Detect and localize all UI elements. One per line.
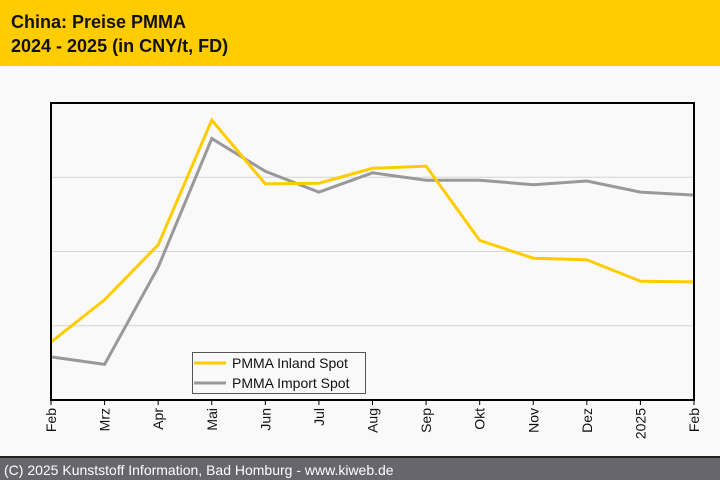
x-tick-label: Feb bbox=[686, 408, 702, 432]
series-line-inland bbox=[50, 117, 695, 344]
series-line-import bbox=[50, 136, 695, 367]
legend: PMMA Inland Spot PMMA Import Spot bbox=[192, 352, 366, 394]
chart-subtitle: 2024 - 2025 (in CNY/t, FD) bbox=[11, 36, 229, 56]
x-tick-label: Dez bbox=[579, 408, 595, 433]
line-chart: Feb Mrz Apr Mai Jun Jul Aug Sep Okt Nov Dez 2025 Feb… bbox=[43, 102, 702, 439]
chart-header: China: Preise PMMA 2024 - 2025 (in CNY/t… bbox=[0, 0, 720, 66]
x-tick-label: Sep bbox=[418, 408, 434, 433]
x-tick-label: Apr bbox=[150, 408, 166, 430]
gridlines bbox=[51, 176, 694, 327]
x-tick-label: Mrz bbox=[97, 408, 113, 431]
x-tick-label: Mai bbox=[204, 408, 220, 431]
legend-label-import: PMMA Import Spot bbox=[232, 375, 350, 391]
x-tick-label: Jul bbox=[311, 408, 327, 426]
x-tick-label: Aug bbox=[365, 408, 381, 433]
x-tick-label: Okt bbox=[472, 408, 488, 430]
x-axis-ticks bbox=[50, 400, 695, 405]
series-lines bbox=[50, 117, 695, 367]
legend-box bbox=[192, 352, 366, 394]
x-axis-labels: Feb Mrz Apr Mai Jun Jul Aug Sep Okt Nov Dez 2025 Feb bbox=[43, 408, 702, 439]
copyright-text: (C) 2025 Kunststoff Information, Bad Hom… bbox=[4, 462, 394, 478]
chart-title: China: Preise PMMA bbox=[11, 12, 187, 32]
x-tick-label: Jun bbox=[257, 408, 273, 431]
x-tick-label: 2025 bbox=[632, 408, 648, 439]
x-tick-label: Nov bbox=[525, 408, 541, 433]
legend-label-inland: PMMA Inland Spot bbox=[232, 355, 348, 371]
x-tick-label: Feb bbox=[43, 408, 59, 432]
footer: (C) 2025 Kunststoff Information, Bad Hom… bbox=[0, 456, 720, 480]
